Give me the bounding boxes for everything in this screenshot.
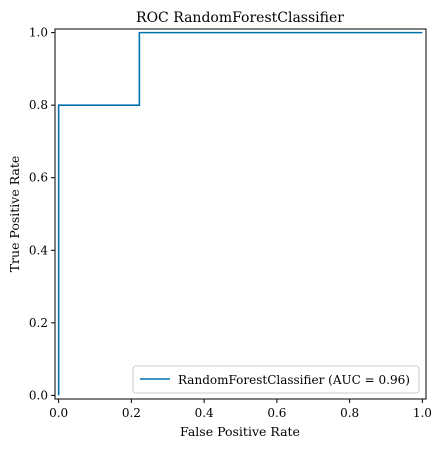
x-tick-label: 0.6 bbox=[267, 406, 286, 420]
x-tick-label: 1.0 bbox=[413, 406, 432, 420]
y-tick-label: 1.0 bbox=[29, 26, 48, 40]
plot-area: 0.0 0.2 0.4 0.6 0.8 1.0 0.0 0.2 0.4 0.6 0.8 1.0 bbox=[29, 26, 432, 420]
y-tick-label: 0.2 bbox=[29, 316, 48, 330]
y-tick-label: 0.0 bbox=[29, 388, 48, 402]
chart-title: ROC RandomForestClassifier bbox=[136, 10, 344, 26]
x-tick-label: 0.0 bbox=[49, 406, 68, 420]
series-group bbox=[57, 31, 423, 396]
y-tick-label: 0.8 bbox=[29, 98, 48, 112]
x-tick-label: 0.8 bbox=[340, 406, 359, 420]
plot-frame bbox=[54, 28, 427, 400]
x-tick-label: 0.2 bbox=[122, 406, 141, 420]
legend: RandomForestClassifier (AUC = 0.96) bbox=[132, 365, 420, 394]
x-axis-label: False Positive Rate bbox=[180, 424, 300, 439]
y-axis-ticks: 0.0 0.2 0.4 0.6 0.8 1.0 bbox=[29, 26, 55, 402]
roc-curve-line bbox=[57, 31, 423, 396]
legend-label: RandomForestClassifier (AUC = 0.96) bbox=[178, 373, 410, 387]
x-tick-label: 0.4 bbox=[195, 406, 214, 420]
x-axis-ticks: 0.0 0.2 0.4 0.6 0.8 1.0 bbox=[49, 399, 432, 420]
y-tick-label: 0.4 bbox=[29, 243, 48, 257]
y-axis-label: True Positive Rate bbox=[7, 156, 22, 273]
legend-box bbox=[132, 365, 420, 394]
y-tick-label: 0.6 bbox=[29, 171, 48, 185]
